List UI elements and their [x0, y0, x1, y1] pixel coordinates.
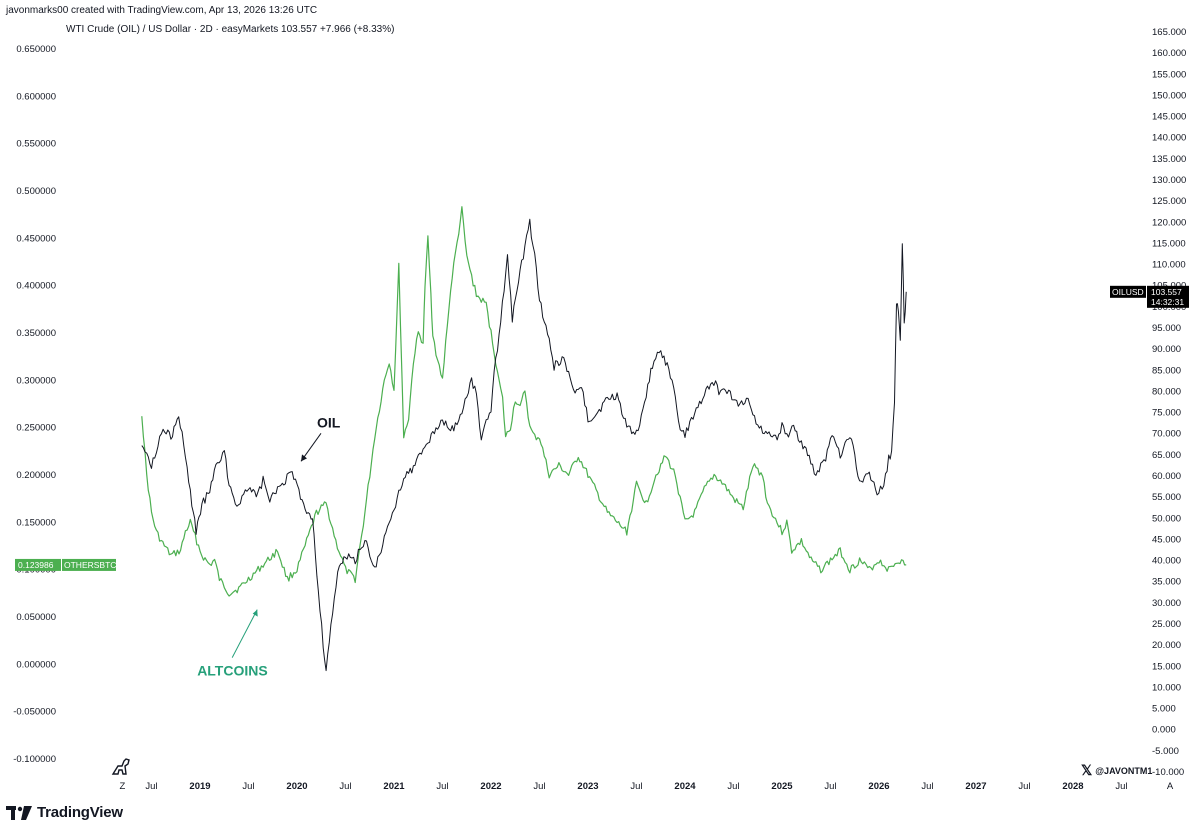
- left-axis-tick-label: -0.100000: [13, 754, 56, 765]
- left-axis-tick-label: 0.400000: [16, 281, 56, 292]
- right-axis-tick-label: 65.000: [1152, 450, 1181, 461]
- right-axis-tick-label: 80.000: [1152, 386, 1181, 397]
- left-axis-tick-label: 0.000000: [16, 659, 56, 670]
- brand-name: TradingView: [37, 804, 123, 821]
- left-axis-tick-label: 0.150000: [16, 517, 56, 528]
- right-axis-tick-label: 50.000: [1152, 513, 1181, 524]
- x-axis-tick-label: 2022: [480, 781, 501, 792]
- author-handle: @JAVONTM1: [1095, 765, 1153, 776]
- right-axis-tick-label: 125.000: [1152, 196, 1186, 207]
- left-axis-tick-label: 0.250000: [16, 423, 56, 434]
- x-axis-tick-label: Jul: [1115, 781, 1127, 792]
- author-watermark: 𝕏 @JAVONTM1: [1081, 762, 1152, 779]
- x-axis-tick-label: Jul: [630, 781, 642, 792]
- x-axis-tick-label: A: [1167, 781, 1174, 792]
- right-axis-tick-label: 70.000: [1152, 429, 1181, 440]
- right-axis-tick-label: 55.000: [1152, 492, 1181, 503]
- x-axis-tick-label: Jul: [339, 781, 351, 792]
- x-axis-tick-label: Jul: [242, 781, 254, 792]
- oilusd-value-text: 103.557: [1151, 287, 1182, 297]
- left-axis-tick-label: 0.600000: [16, 91, 56, 102]
- tradingview-logo-icon: [6, 805, 32, 820]
- altcoins-annotation-arrow: [231, 609, 258, 658]
- tradingview-brand[interactable]: TradingView: [6, 804, 123, 821]
- left-axis-tick-label: 0.300000: [16, 375, 56, 386]
- altcoins-series-line: [141, 206, 907, 597]
- oil-series-line: [141, 218, 907, 672]
- left-axis-tick-label: 0.650000: [16, 44, 56, 55]
- symbol-legend: WTI Crude (OIL) / US Dollar · 2D · easyM…: [66, 24, 395, 35]
- right-axis-tick-label: 35.000: [1152, 577, 1181, 588]
- right-axis-tick-label: 15.000: [1152, 661, 1181, 672]
- x-axis-tick-label: 2026: [868, 781, 889, 792]
- right-axis-tick-label: 130.000: [1152, 175, 1186, 186]
- x-axis-tick-label: 2028: [1062, 781, 1083, 792]
- right-axis-tick-label: 120.000: [1152, 217, 1186, 228]
- x-axis-tick-label: Jul: [1018, 781, 1030, 792]
- x-axis-tick-label: Jul: [727, 781, 739, 792]
- oil-arrowhead: [301, 454, 307, 462]
- right-axis-tick-label: 10.000: [1152, 682, 1181, 693]
- x-axis-tick-label: 2025: [771, 781, 793, 792]
- right-axis-tick-label: 95.000: [1152, 323, 1181, 334]
- left-axis-tick-label: 0.550000: [16, 139, 56, 150]
- oilusd-name-text: OILUSD: [1112, 287, 1144, 297]
- right-axis-tick-label: 20.000: [1152, 640, 1181, 651]
- othersbtc-name-text: OTHERSBTC: [64, 560, 116, 570]
- left-axis-tick-label: 0.450000: [16, 233, 56, 244]
- oilusd-name-badge: [1110, 285, 1146, 298]
- altcoins-arrowhead: [252, 609, 258, 617]
- right-axis-tick-label: 90.000: [1152, 344, 1181, 355]
- right-axis-tick-label: 140.000: [1152, 133, 1186, 144]
- right-axis-tick-label: 5.000: [1152, 704, 1176, 715]
- othersbtc-value-badge: [15, 558, 61, 571]
- right-axis-tick-label: 60.000: [1152, 471, 1181, 482]
- x-axis-tick-label: 2021: [383, 781, 405, 792]
- x-axis-tick-label: 2020: [286, 781, 307, 792]
- x-axis-tick-label: 2027: [965, 781, 986, 792]
- x-axis-tick-label: Jul: [824, 781, 836, 792]
- right-axis-tick-label: -10.000: [1152, 767, 1184, 778]
- x-axis-tick-label: Z: [119, 781, 125, 792]
- othersbtc-value-text: 0.123986: [18, 560, 54, 570]
- left-axis-tick-label: 0.350000: [16, 328, 56, 339]
- right-axis-tick-label: 115.000: [1152, 238, 1186, 249]
- right-axis-tick-label: 110.000: [1152, 260, 1186, 271]
- dinosaur-icon: [111, 758, 130, 775]
- right-axis-tick-label: 25.000: [1152, 619, 1181, 630]
- left-axis-tick-label: 0.050000: [16, 612, 56, 623]
- oilusd-value-badge: [1147, 285, 1189, 308]
- right-axis-tick-label: 75.000: [1152, 408, 1181, 419]
- left-axis-tick-label: -0.050000: [13, 707, 56, 718]
- right-axis-tick-label: 0.000: [1152, 725, 1176, 736]
- x-axis-tick-label: 2019: [189, 781, 210, 792]
- right-axis-tick-label: 40.000: [1152, 556, 1181, 567]
- right-axis-tick-label: 150.000: [1152, 90, 1186, 101]
- oil-annotation-label: OIL: [317, 414, 341, 430]
- right-axis-tick-label: 145.000: [1152, 112, 1186, 123]
- right-axis-tick-label: 165.000: [1152, 27, 1186, 38]
- x-axis-tick-label: Jul: [533, 781, 545, 792]
- othersbtc-name-badge: [62, 558, 116, 571]
- x-axis-tick-label: Jul: [145, 781, 157, 792]
- right-axis-tick-label: 135.000: [1152, 154, 1186, 165]
- right-axis-tick-label: 155.000: [1152, 69, 1186, 80]
- oilusd-countdown-text: 14:32:31: [1151, 297, 1184, 307]
- x-axis-tick-label: 2023: [577, 781, 598, 792]
- right-axis-tick-label: 160.000: [1152, 48, 1186, 59]
- right-axis-tick-label: -5.000: [1152, 746, 1179, 757]
- altcoins-annotation-label: ALTCOINS: [197, 663, 268, 679]
- left-axis-tick-label: 0.500000: [16, 186, 56, 197]
- right-axis-tick-label: 85.000: [1152, 365, 1181, 376]
- right-axis-tick-label: 45.000: [1152, 534, 1181, 545]
- x-axis-tick-label: Jul: [921, 781, 933, 792]
- created-by-text: javonmarks00 created with TradingView.co…: [6, 5, 318, 16]
- left-axis-tick-label: 0.200000: [16, 470, 56, 481]
- x-logo-icon: 𝕏: [1081, 762, 1093, 778]
- x-axis-tick-label: Jul: [436, 781, 448, 792]
- right-axis-tick-label: 30.000: [1152, 598, 1181, 609]
- x-axis-tick-label: 2024: [674, 781, 696, 792]
